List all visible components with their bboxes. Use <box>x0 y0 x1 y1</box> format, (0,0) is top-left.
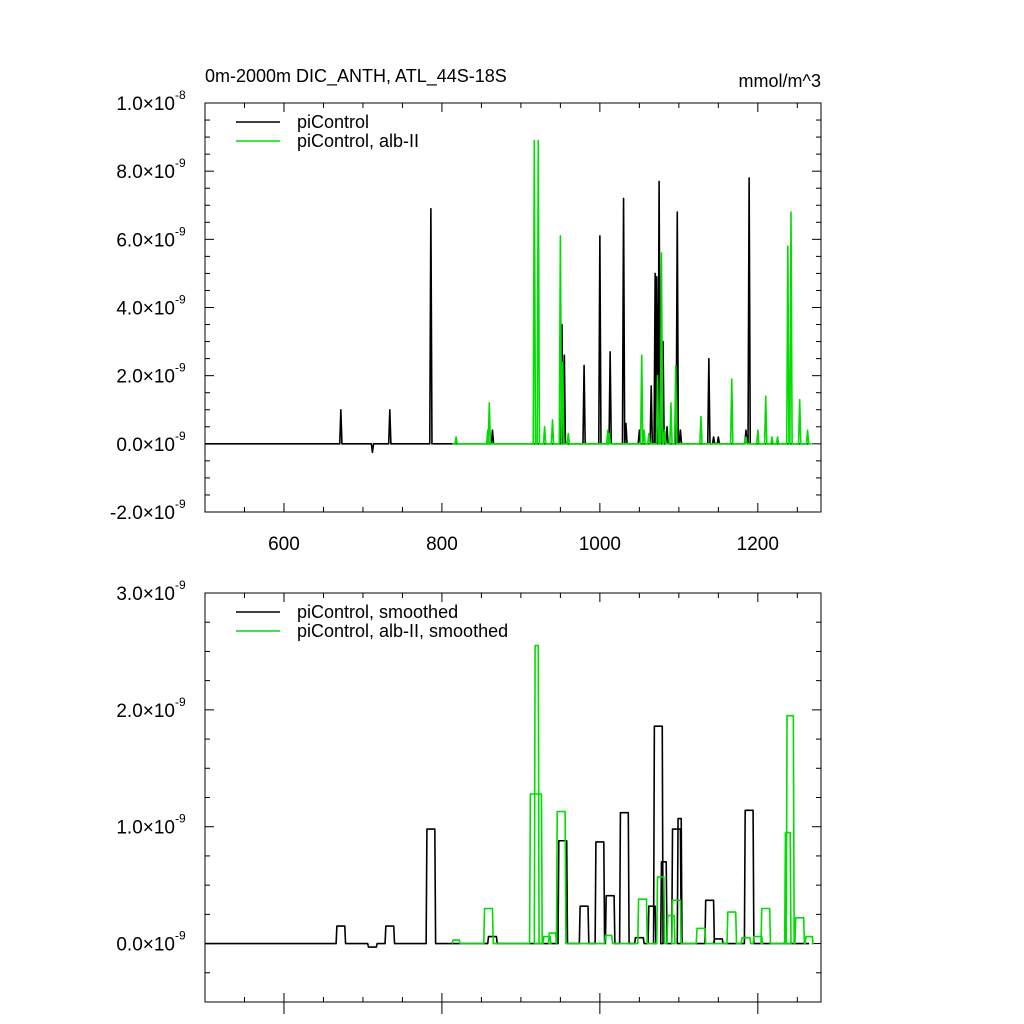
series-line-picontrol-alb-ii <box>452 139 812 445</box>
y-tick-exponent: -9 <box>175 224 186 238</box>
plot-frame-top <box>204 102 822 513</box>
top-panel: 0m-2000m DIC_ANTH, ATL_44S-18S mmol/m^3 … <box>110 66 822 555</box>
y-tick-label: 3.0×10 <box>116 584 175 605</box>
x-tick-label: 600 <box>268 534 300 555</box>
y-tick-exponent: -9 <box>175 293 186 307</box>
y-tick-label: 4.0×10 <box>116 299 175 320</box>
axis-ticks-bottom: 0.0×10 -91.0×10 -92.0×10 -93.0×10 -9 <box>116 578 821 1014</box>
y-tick-exponent: -9 <box>175 429 186 443</box>
y-tick-exponent: -9 <box>175 361 186 375</box>
series-line-picontrol-alb-ii <box>451 644 814 945</box>
y-tick-exponent: -9 <box>175 929 186 943</box>
x-tick-label: 800 <box>426 534 458 555</box>
legend-label: piControl, smoothed <box>297 602 458 622</box>
y-tick-label: 2.0×10 <box>116 701 175 722</box>
series-line-picontrol <box>205 177 810 454</box>
series-line-picontrol <box>205 725 810 948</box>
x-tick-label: 1000 <box>579 534 621 555</box>
units-label: mmol/m^3 <box>739 71 821 91</box>
legend-label: piControl <box>297 112 369 132</box>
y-tick-label: 1.0×10 <box>116 818 175 839</box>
x-tick-label: 1200 <box>737 534 779 555</box>
y-tick-label: 1.0×10 <box>116 94 175 115</box>
series-group-top <box>205 139 812 454</box>
y-tick-label: 0.0×10 <box>116 935 175 956</box>
plot-frame-bottom <box>204 592 822 1003</box>
y-tick-label: 2.0×10 <box>116 367 175 388</box>
y-tick-label: 6.0×10 <box>116 230 175 251</box>
y-tick-label: -2.0×10 <box>110 503 175 524</box>
axis-ticks-top: 600 800 1000 1200-2.0×10 -90.0×10 -92.0×10 -94… <box>110 88 821 555</box>
y-tick-label: 0.0×10 <box>116 435 175 456</box>
bottom-panel: 0.0×10 -91.0×10 -92.0×10 -93.0×10 -9 piContr… <box>116 578 822 1014</box>
y-tick-exponent: -9 <box>175 812 186 826</box>
series-group-bottom <box>205 644 814 948</box>
y-tick-exponent: -9 <box>175 156 186 170</box>
y-tick-exponent: -9 <box>175 578 186 592</box>
y-tick-exponent: -9 <box>175 695 186 709</box>
legend-label: piControl, alb-II, smoothed <box>297 621 508 641</box>
chart-title: 0m-2000m DIC_ANTH, ATL_44S-18S <box>205 66 507 87</box>
y-tick-label: 8.0×10 <box>116 162 175 183</box>
y-tick-exponent: -9 <box>175 497 186 511</box>
legend-label: piControl, alb-II <box>297 131 419 151</box>
y-tick-exponent: -8 <box>175 88 186 102</box>
